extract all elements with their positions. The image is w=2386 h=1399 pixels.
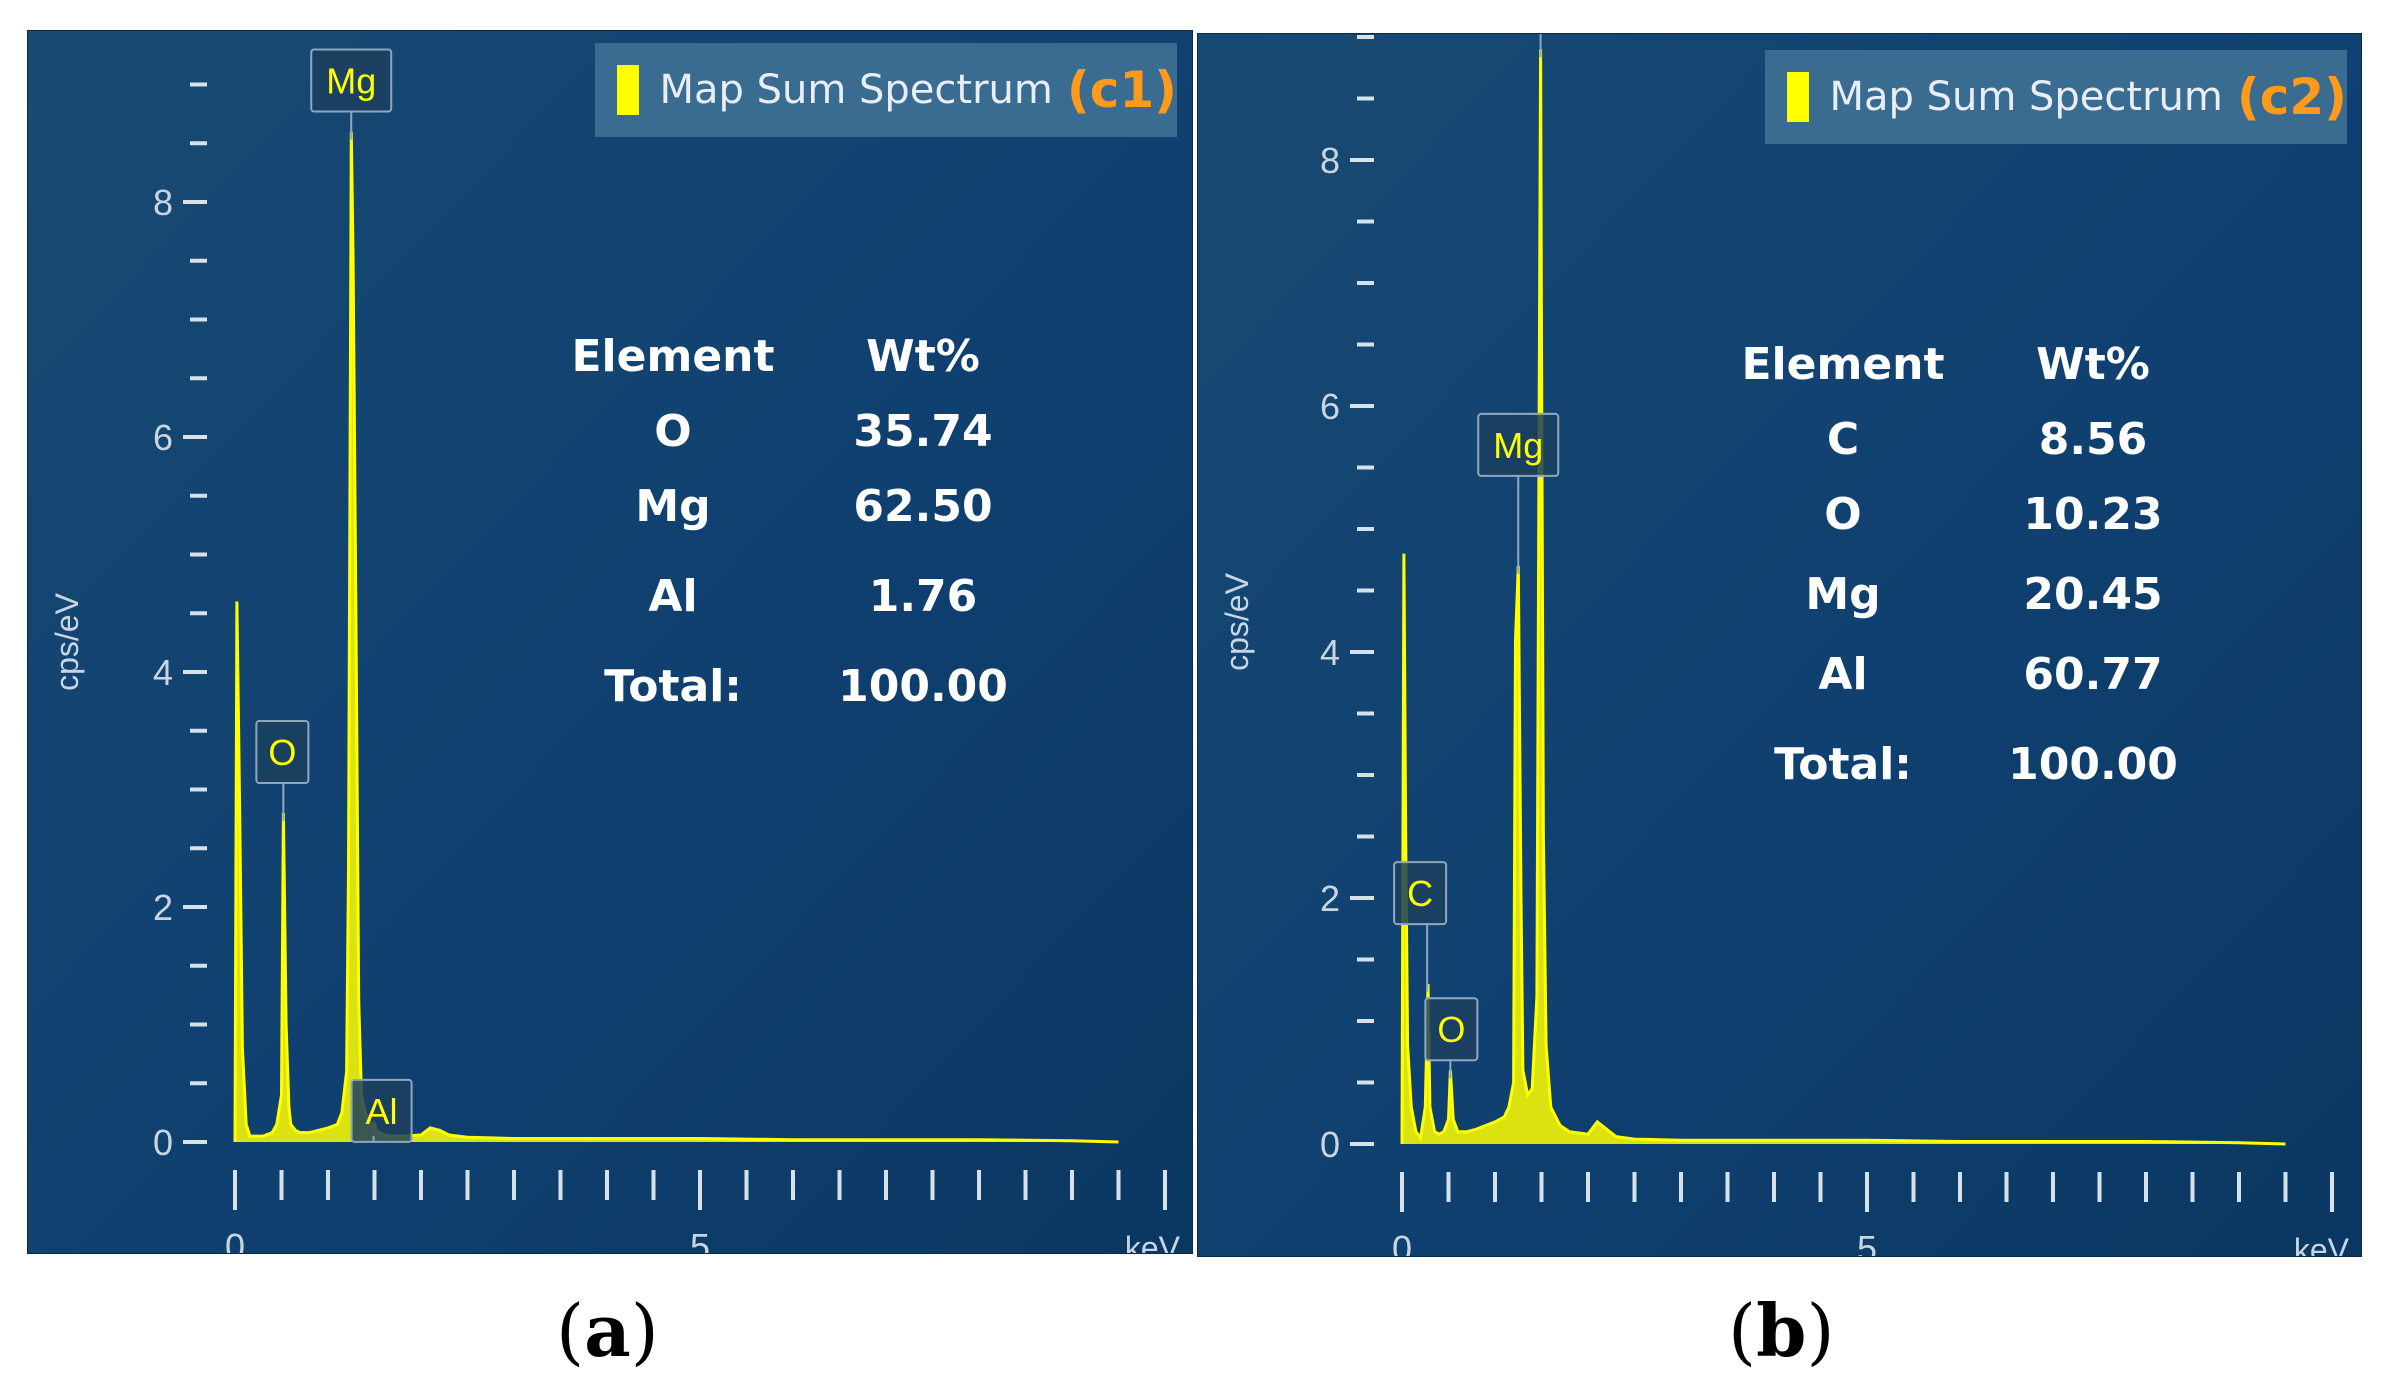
peak-label-al: Al bbox=[350, 1078, 413, 1143]
table-header-cell: Wt% bbox=[2036, 339, 2150, 390]
table-cell: 100.00 bbox=[2008, 739, 2178, 790]
caption-a: (a) bbox=[556, 1288, 659, 1373]
y-tick-label: 8 bbox=[1320, 140, 1340, 181]
table-cell: 62.50 bbox=[853, 481, 993, 532]
legend-label-a: Map Sum Spectrum bbox=[659, 67, 1053, 113]
y-tick-label: 6 bbox=[1320, 386, 1340, 427]
peak-label-c: C bbox=[1393, 861, 1448, 993]
spectrum-chart-a: 0 2 4 6 8 cps/eV 0 5 keV O Mg Al bbox=[28, 31, 1192, 1253]
caption-b-letter: b bbox=[1756, 1288, 1807, 1373]
table-cell: Total: bbox=[604, 661, 742, 712]
peak-label-box bbox=[350, 1078, 413, 1143]
table-cell: 8.56 bbox=[2038, 414, 2148, 465]
legend-swatch-b bbox=[1787, 72, 1810, 122]
table-cell: Al bbox=[648, 571, 698, 622]
peak-label-text: Al bbox=[366, 1091, 398, 1132]
peak-label-o: O bbox=[1424, 997, 1479, 1079]
table-cell: Mg bbox=[1805, 569, 1881, 620]
y-tick-label: 2 bbox=[1320, 878, 1340, 919]
table-cell: 1.76 bbox=[868, 571, 978, 622]
table-cell: 35.74 bbox=[853, 406, 993, 457]
spectrum-panel-a: 0 2 4 6 8 cps/eV 0 5 keV O Mg Al Map Sum Spectrum (… bbox=[27, 30, 1193, 1254]
table-header-cell: Wt% bbox=[866, 331, 980, 382]
spectrum-line bbox=[233, 131, 1119, 1144]
table-cell: 20.45 bbox=[2023, 569, 2163, 620]
table-cell: 100.00 bbox=[838, 661, 1008, 712]
panel-tag-b: (c2) bbox=[2236, 68, 2347, 126]
y-tick-label: 0 bbox=[1320, 1124, 1340, 1165]
y-tick-label: 4 bbox=[1320, 632, 1340, 673]
peak-label-box bbox=[1393, 861, 1448, 926]
peak-label-text: C bbox=[1407, 873, 1433, 914]
legend-swatch-a bbox=[617, 65, 640, 115]
caption-b: (b) bbox=[1728, 1288, 1835, 1373]
x-tick-label: 0 bbox=[1392, 1228, 1412, 1256]
peak-label-text: O bbox=[268, 732, 296, 773]
peak-label-box bbox=[255, 720, 310, 784]
legend-label-b: Map Sum Spectrum bbox=[1829, 74, 2223, 120]
table-cell: O bbox=[1824, 489, 1862, 540]
table-cell: O bbox=[654, 406, 692, 457]
peak-label-mg: Mg bbox=[1477, 412, 1560, 574]
x-axis-label: keV bbox=[2294, 1232, 2350, 1256]
table-cell: 10.23 bbox=[2023, 489, 2163, 540]
table-header-cell: Element bbox=[1741, 339, 1945, 390]
y-tick-label: 4 bbox=[153, 652, 173, 693]
table-cell: C bbox=[1826, 414, 1860, 465]
table-cell: Total: bbox=[1774, 739, 1912, 790]
y-tick-label: 6 bbox=[153, 417, 173, 458]
legend-b: Map Sum Spectrum (c2) bbox=[1765, 50, 2347, 144]
table-header-cell: Element bbox=[571, 331, 775, 382]
peak-label-text: O bbox=[1437, 1009, 1465, 1050]
peak-label-o: O bbox=[255, 720, 310, 821]
panel-tag-a: (c1) bbox=[1066, 61, 1177, 119]
y-axis-label: cps/eV bbox=[1219, 572, 1255, 670]
peak-label-text: Mg bbox=[1493, 425, 1543, 466]
x-axis-label: keV bbox=[1125, 1230, 1181, 1253]
y-tick-label: 8 bbox=[153, 182, 173, 223]
y-tick-label: 0 bbox=[153, 1122, 173, 1163]
peak-label-text: Mg bbox=[326, 61, 376, 102]
y-tick-label: 2 bbox=[153, 887, 173, 928]
x-tick-label: 5 bbox=[690, 1226, 710, 1253]
peak-label-mg: Mg bbox=[310, 48, 393, 140]
x-tick-label: 5 bbox=[1857, 1228, 1877, 1256]
table-cell: Al bbox=[1818, 649, 1868, 700]
legend-a: Map Sum Spectrum (c1) bbox=[595, 43, 1177, 137]
x-tick-label: 0 bbox=[225, 1226, 245, 1253]
plot-background bbox=[28, 31, 1192, 1253]
caption-a-letter: a bbox=[584, 1288, 631, 1373]
table-cell: 60.77 bbox=[2023, 649, 2163, 700]
plot-background bbox=[1198, 34, 2361, 1256]
y-axis-label: cps/eV bbox=[49, 592, 85, 690]
table-cell: Mg bbox=[635, 481, 711, 532]
peak-label-al: Al bbox=[1539, 34, 1542, 58]
